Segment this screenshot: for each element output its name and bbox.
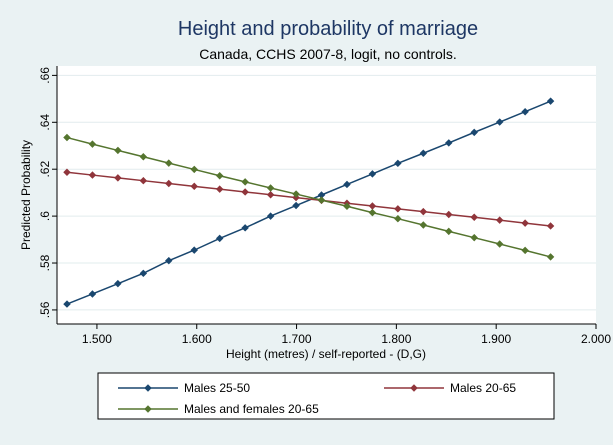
data-point xyxy=(144,405,152,413)
data-point xyxy=(266,212,275,220)
data-point xyxy=(88,171,97,179)
y-tick-label: .64 xyxy=(38,114,52,131)
y-tick-label: .56 xyxy=(38,301,52,318)
data-point xyxy=(63,168,71,176)
data-point xyxy=(144,384,152,392)
data-point xyxy=(139,153,148,161)
x-tick-label: 1.800 xyxy=(381,332,411,346)
data-point xyxy=(88,290,97,298)
y-tick-label: .58 xyxy=(38,254,52,271)
data-point xyxy=(215,172,224,180)
plot-area xyxy=(57,66,596,324)
data-point xyxy=(495,240,504,248)
data-point xyxy=(394,214,402,223)
data-point xyxy=(495,118,504,126)
data-point xyxy=(114,146,122,155)
data-point xyxy=(241,224,249,232)
data-point xyxy=(546,222,555,230)
data-point xyxy=(190,246,198,254)
series-line xyxy=(66,136,551,258)
data-point xyxy=(470,233,478,242)
y-axis-ticks: .56 .58 .6 .62 .64 .66 xyxy=(38,67,57,318)
data-point xyxy=(292,190,300,198)
series-3 xyxy=(63,133,555,261)
data-point xyxy=(165,179,173,188)
data-point xyxy=(114,279,122,288)
data-point xyxy=(445,210,453,219)
y-tick-label: .66 xyxy=(38,67,52,84)
legend-item-1: Males 25-50 xyxy=(118,381,250,395)
x-tick-label: 1.700 xyxy=(282,332,312,346)
data-point xyxy=(470,213,478,222)
series-line xyxy=(66,171,551,227)
data-point xyxy=(266,184,275,192)
data-point xyxy=(139,269,148,278)
legend-label: Males 20-65 xyxy=(450,381,516,395)
data-point xyxy=(410,384,418,392)
data-point xyxy=(266,191,275,199)
data-point xyxy=(165,256,173,265)
x-tick-label: 1.500 xyxy=(82,332,112,346)
series-line xyxy=(66,100,551,305)
legend xyxy=(97,372,555,420)
data-point xyxy=(292,201,300,210)
data-point xyxy=(419,207,428,216)
data-point xyxy=(190,165,198,174)
data-point xyxy=(165,159,173,167)
data-point xyxy=(215,185,224,193)
legend-label: Males and females 20-65 xyxy=(184,402,319,416)
data-point xyxy=(63,133,71,142)
data-point xyxy=(445,139,453,147)
data-point xyxy=(114,174,122,182)
data-point xyxy=(445,227,453,236)
series xyxy=(63,97,555,308)
data-point xyxy=(317,196,326,204)
grid xyxy=(57,74,596,311)
data-point xyxy=(495,216,504,224)
data-point xyxy=(419,221,428,229)
data-point xyxy=(419,149,428,157)
x-tick-label: 1.900 xyxy=(481,332,511,346)
data-point xyxy=(343,180,351,189)
x-tick-label: 1.600 xyxy=(182,332,212,346)
data-point xyxy=(241,178,249,186)
data-point xyxy=(394,159,402,168)
legend-item-3: Males and females 20-65 xyxy=(118,402,319,416)
y-axis-label: Predicted Probability xyxy=(19,140,33,250)
legend-item-2: Males 20-65 xyxy=(384,381,516,395)
data-point xyxy=(470,128,478,137)
data-point xyxy=(343,202,351,210)
data-point xyxy=(241,188,249,196)
data-point xyxy=(368,170,377,178)
legend-items: Males 25-50 Males 20-65 Males and females … xyxy=(118,381,516,416)
data-point xyxy=(546,97,555,105)
data-point xyxy=(546,253,555,261)
data-point xyxy=(63,300,71,308)
data-point xyxy=(88,140,97,148)
chart-title: Height and probability of marriage xyxy=(178,18,478,40)
y-tick-label: .6 xyxy=(38,211,52,221)
chart-subtitle: Canada, CCHS 2007-8, logit, no controls. xyxy=(199,46,457,62)
data-point xyxy=(139,176,148,185)
series-1 xyxy=(63,97,555,308)
data-point xyxy=(190,182,198,191)
y-tick-label: .62 xyxy=(38,161,52,178)
x-axis-ticks: 1.500 1.600 1.700 1.800 1.900 2.000 xyxy=(82,324,611,346)
data-point xyxy=(521,246,529,255)
x-axis-label: Height (metres) / self-reported - (D,G) xyxy=(226,347,426,361)
data-point xyxy=(368,208,377,217)
data-point xyxy=(394,205,402,213)
data-point xyxy=(521,219,529,227)
data-point xyxy=(521,108,529,116)
data-point xyxy=(215,234,224,243)
legend-label: Males 25-50 xyxy=(184,381,250,395)
x-tick-label: 2.000 xyxy=(581,332,611,346)
